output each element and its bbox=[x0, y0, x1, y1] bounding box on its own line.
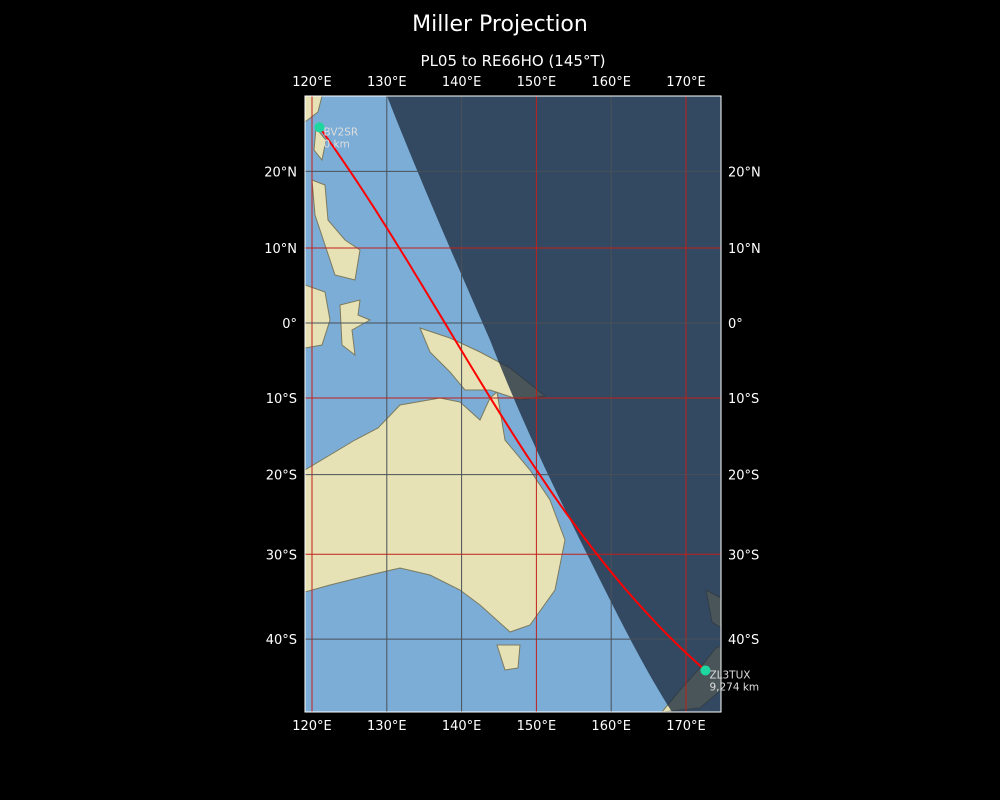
lat-tick-label-left: 0° bbox=[282, 317, 297, 332]
great-circle-path bbox=[318, 126, 707, 672]
station-distance: 0 km bbox=[323, 138, 349, 150]
night-region bbox=[387, 96, 721, 712]
lon-tick-label-bottom: 160°E bbox=[591, 719, 631, 734]
philippines bbox=[311, 179, 361, 281]
lat-tick-label-right: 20°N bbox=[728, 165, 761, 180]
lon-tick-label-bottom: 170°E bbox=[666, 719, 706, 734]
lat-tick-label-left: 20°N bbox=[264, 165, 297, 180]
lat-tick-label-right: 20°S bbox=[728, 469, 759, 484]
station-marker bbox=[314, 122, 325, 133]
station-marker bbox=[700, 665, 711, 676]
lat-tick-label-left: 30°S bbox=[266, 548, 297, 563]
lon-tick-label-top: 120°E bbox=[292, 75, 332, 90]
lon-tick-label-bottom: 120°E bbox=[292, 719, 332, 734]
lon-tick-label-top: 170°E bbox=[666, 75, 706, 90]
graticule bbox=[305, 96, 721, 712]
lat-tick-label-right: 10°N bbox=[728, 242, 761, 257]
lon-tick-label-top: 160°E bbox=[591, 75, 631, 90]
map-title: Miller Projection bbox=[412, 12, 588, 37]
station-name: BV2SR bbox=[323, 126, 358, 138]
lat-tick-label-right: 40°S bbox=[728, 633, 759, 648]
lat-tick-label-left: 40°S bbox=[266, 633, 297, 648]
lon-tick-label-bottom: 140°E bbox=[442, 719, 482, 734]
sulawesi bbox=[339, 299, 372, 357]
australia bbox=[305, 391, 566, 633]
map-frame bbox=[304, 95, 722, 713]
china-coast bbox=[305, 96, 323, 123]
lat-tick-label-left: 10°N bbox=[264, 242, 297, 257]
station-name: ZL3TUX bbox=[709, 669, 750, 681]
lat-tick-label-left: 20°S bbox=[266, 469, 297, 484]
map-area bbox=[305, 96, 721, 712]
lon-tick-label-bottom: 130°E bbox=[367, 719, 407, 734]
station-distance: 9,274 km bbox=[709, 681, 759, 693]
taiwan bbox=[313, 126, 327, 162]
lat-tick-label-right: 0° bbox=[728, 317, 743, 332]
lat-tick-label-left: 10°S bbox=[266, 392, 297, 407]
lon-tick-label-top: 140°E bbox=[442, 75, 482, 90]
lat-tick-label-right: 10°S bbox=[728, 392, 759, 407]
lon-tick-label-top: 130°E bbox=[367, 75, 407, 90]
tasmania bbox=[496, 644, 521, 671]
map-subtitle: PL05 to RE66HO (145°T) bbox=[420, 52, 606, 70]
axis-ticks: 120°E 120°E 130°E 130°E 140°E 140°E 150°E 150°E… bbox=[264, 75, 761, 734]
borneo bbox=[305, 284, 331, 349]
lon-tick-label-top: 150°E bbox=[517, 75, 557, 90]
lat-tick-label-right: 30°S bbox=[728, 548, 759, 563]
lon-tick-label-bottom: 150°E bbox=[517, 719, 557, 734]
